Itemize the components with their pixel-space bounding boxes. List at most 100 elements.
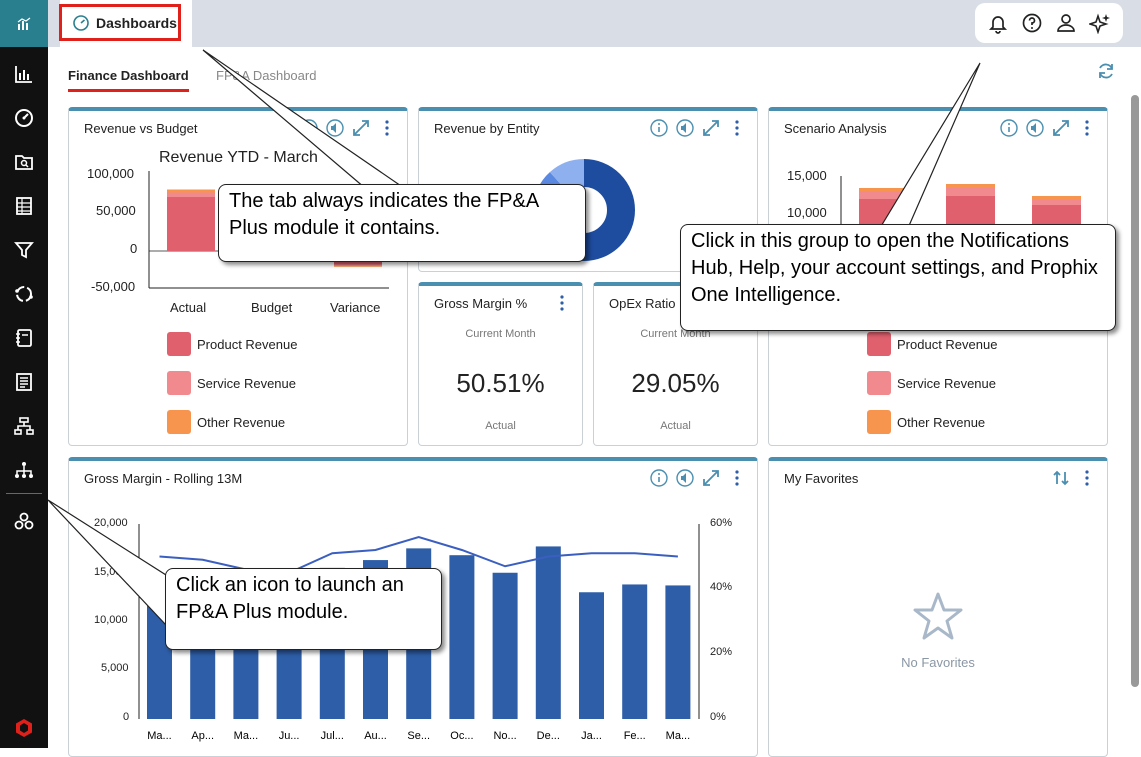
- legend-item: Other Revenue: [167, 410, 285, 434]
- process-icon[interactable]: [0, 279, 48, 309]
- legend-label: Product Revenue: [197, 336, 298, 352]
- bar-product-revenue: [167, 197, 215, 251]
- audio-icon[interactable]: [675, 468, 695, 488]
- x-tick: Ma...: [147, 730, 171, 742]
- audio-icon[interactable]: [675, 118, 695, 138]
- ai-icon[interactable]: [1089, 12, 1111, 34]
- kpi-footer: Actual: [660, 420, 691, 432]
- x-tick: Oc...: [450, 730, 473, 742]
- hierarchy-icon[interactable]: [0, 411, 48, 441]
- scrollbar[interactable]: [1131, 95, 1139, 687]
- x-tick: Fe...: [624, 730, 646, 742]
- dashboard-icon[interactable]: [0, 103, 48, 133]
- more-icon[interactable]: [727, 468, 747, 488]
- gross-margin-kpi-panel: Gross Margin % Current Month 50.51% Actu…: [418, 282, 583, 446]
- gross-margin-bar: [535, 546, 561, 719]
- panel-title: My Favorites: [784, 471, 859, 486]
- dashboards-tab-highlight: Dashboards: [59, 4, 181, 41]
- help-icon[interactable]: [1021, 12, 1043, 34]
- legend-item: Product Revenue: [167, 332, 297, 356]
- y2-tick: 0%: [710, 711, 726, 723]
- sheet-icon[interactable]: [0, 191, 48, 221]
- x-tick: Actual: [170, 300, 207, 315]
- brand-icon[interactable]: [0, 713, 48, 743]
- sidebar: [0, 0, 48, 748]
- bell-icon[interactable]: [987, 12, 1009, 34]
- more-icon[interactable]: [1077, 118, 1097, 138]
- y2-tick: 40%: [710, 581, 733, 593]
- legend-item: Product Revenue: [867, 332, 997, 356]
- expand-icon[interactable]: [701, 468, 721, 488]
- x-tick: Au...: [364, 730, 387, 742]
- org-chart-icon[interactable]: [0, 455, 48, 485]
- app-logo[interactable]: [0, 0, 48, 47]
- header-group-callout: Click in this group to open the Notifica…: [680, 224, 1116, 331]
- legend-label: Other Revenue: [897, 414, 986, 430]
- x-tick: No...: [493, 730, 516, 742]
- sidebar-divider: [6, 493, 42, 494]
- info-icon[interactable]: [649, 118, 669, 138]
- dashboards-tab[interactable]: Dashboards: [59, 0, 192, 47]
- expand-icon[interactable]: [1051, 118, 1071, 138]
- y-tick: 10,000: [787, 205, 827, 220]
- x-tick: Ju...: [279, 730, 300, 742]
- x-tick: Ma...: [666, 730, 690, 742]
- star-icon: [913, 592, 963, 640]
- x-tick: Ma...: [234, 730, 258, 742]
- kpi-subtitle: Current Month: [465, 328, 536, 340]
- filter-icon[interactable]: [0, 235, 48, 265]
- refresh-icon[interactable]: [1096, 61, 1116, 81]
- legend-swatch: [167, 332, 191, 356]
- bar-service-revenue: [334, 264, 382, 266]
- y-tick: 5,000: [101, 662, 129, 674]
- panel-tools: [649, 118, 747, 138]
- x-tick: Se...: [407, 730, 430, 742]
- info-icon[interactable]: [999, 118, 1019, 138]
- search-folder-icon[interactable]: [0, 147, 48, 177]
- legend-swatch: [167, 410, 191, 434]
- y-tick: 50,000: [96, 203, 136, 218]
- panel-title: Revenue by Entity: [434, 121, 540, 136]
- admin-icon[interactable]: [0, 506, 48, 536]
- y2-tick: 60%: [710, 517, 733, 529]
- legend-label: Product Revenue: [897, 336, 998, 352]
- more-icon[interactable]: [727, 118, 747, 138]
- bar-other-revenue: [167, 189, 215, 193]
- legend-swatch: [867, 410, 891, 434]
- info-icon[interactable]: [649, 468, 669, 488]
- account-icon[interactable]: [1055, 12, 1077, 34]
- x-tick: Ja...: [581, 730, 602, 742]
- legend-item: Other Revenue: [867, 410, 985, 434]
- x-tick: Budget: [251, 300, 293, 315]
- gross-margin-bar: [579, 592, 604, 719]
- y-tick: 15,000: [787, 168, 827, 183]
- reports-icon[interactable]: [0, 59, 48, 89]
- audio-icon[interactable]: [1025, 118, 1045, 138]
- y-tick: 100,000: [87, 166, 134, 181]
- more-icon[interactable]: [1077, 468, 1097, 488]
- panel-title: Revenue vs Budget: [84, 121, 198, 136]
- bar-other-revenue: [334, 266, 382, 267]
- x-tick: Variance: [330, 300, 381, 315]
- x-tick: Jul...: [321, 730, 344, 742]
- tab-finance-dashboard[interactable]: Finance Dashboard: [68, 68, 189, 92]
- document-icon[interactable]: [0, 367, 48, 397]
- empty-favorites-text: No Favorites: [901, 655, 975, 670]
- sa-chart-svg: [840, 176, 1081, 239]
- tab-fpa-dashboard[interactable]: FP&A Dashboard: [216, 68, 317, 83]
- gross-margin-bar: [665, 585, 691, 719]
- sort-icon[interactable]: [1051, 468, 1071, 488]
- kpi-footer: Actual: [485, 420, 516, 432]
- revenue-vs-budget-panel: Revenue vs Budget Revenue YTD - March 10…: [68, 107, 408, 446]
- legend-swatch: [167, 371, 191, 395]
- y-tick: 0: [123, 711, 130, 723]
- x-tick: De...: [537, 730, 560, 742]
- kpi-value: 29.05%: [631, 368, 720, 398]
- panel-title: Scenario Analysis: [784, 121, 887, 136]
- legend-item: Service Revenue: [167, 371, 296, 395]
- more-icon[interactable]: [552, 293, 572, 313]
- notebook-icon[interactable]: [0, 323, 48, 353]
- expand-icon[interactable]: [701, 118, 721, 138]
- legend-item: Service Revenue: [867, 371, 996, 395]
- x-tick: Ap...: [191, 730, 214, 742]
